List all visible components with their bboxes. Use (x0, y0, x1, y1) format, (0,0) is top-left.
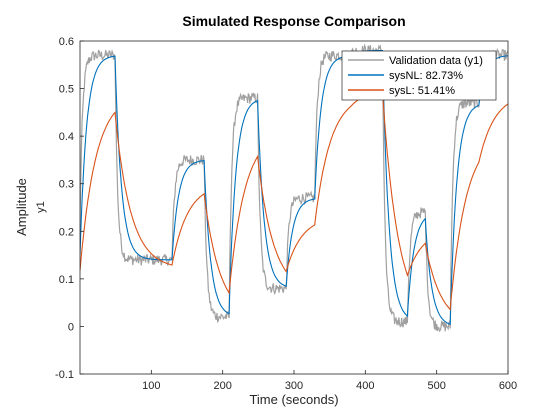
chart-title: Simulated Response Comparison (182, 13, 405, 29)
y-tick-label: 0.2 (59, 226, 74, 238)
legend-label-validation: Validation data (y1) (389, 55, 483, 67)
x-tick-label: 600 (499, 380, 517, 392)
y-tick-label: 0.6 (59, 36, 74, 48)
sysnl-line (80, 50, 508, 325)
y-tick-label: 0 (68, 321, 74, 333)
legend-label-sysnl: sysNL: 82.73% (389, 70, 463, 82)
y-tick-label: 0.5 (59, 84, 74, 96)
y-tick-label: 0.1 (59, 274, 74, 286)
y-axis-label: Amplitude (14, 178, 29, 236)
y-tick-label: 0.4 (59, 131, 74, 143)
x-tick-label: 300 (285, 380, 303, 392)
tick-layer: 100 200 300 400 500 600 -0.1 0 0.1 0.2 0.3 0.4 0.5 0.… (55, 36, 517, 392)
y-axis-sublabel: y1 (35, 201, 47, 213)
x-tick-label: 100 (142, 380, 160, 392)
x-tick-label: 500 (427, 380, 445, 392)
y-tick-label: -0.1 (55, 369, 74, 381)
sysl-line (80, 90, 508, 311)
legend: Validation data (y1) sysNL: 82.73% sysL:… (341, 50, 497, 101)
legend-label-sysl: sysL: 51.41% (389, 85, 455, 97)
series-layer (80, 43, 508, 333)
x-tick-label: 200 (213, 380, 231, 392)
x-axis-label: Time (seconds) (249, 392, 338, 407)
x-tick-label: 400 (356, 380, 374, 392)
y-tick-label: 0.3 (59, 179, 74, 191)
